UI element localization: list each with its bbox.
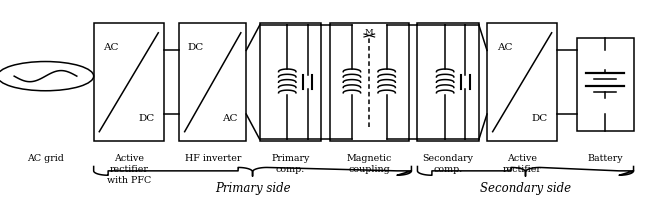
Bar <box>94 24 164 141</box>
Text: DC: DC <box>138 114 155 122</box>
Bar <box>260 24 321 141</box>
Text: Secondary side: Secondary side <box>480 181 571 194</box>
Bar <box>330 24 409 141</box>
Text: Active
rectifier: Active rectifier <box>502 154 542 173</box>
Text: Magnetic
coupling: Magnetic coupling <box>347 154 392 173</box>
Text: AC: AC <box>497 43 512 52</box>
Text: DC: DC <box>188 43 204 52</box>
Text: Primary side: Primary side <box>215 181 290 194</box>
Text: DC: DC <box>532 114 548 122</box>
Bar <box>577 38 634 131</box>
Bar <box>179 24 246 141</box>
Text: Active
rectifier
with PFC: Active rectifier with PFC <box>106 154 151 185</box>
Bar <box>487 24 557 141</box>
Text: AC: AC <box>221 114 237 122</box>
Text: Primary
comp.: Primary comp. <box>271 154 310 173</box>
Text: AC grid: AC grid <box>27 154 64 162</box>
Text: HF inverter: HF inverter <box>185 154 241 162</box>
Text: Secondary
comp.: Secondary comp. <box>423 154 474 173</box>
Text: M: M <box>365 28 373 36</box>
Text: AC: AC <box>104 43 119 52</box>
Text: Battery: Battery <box>587 154 623 162</box>
Bar <box>417 24 479 141</box>
